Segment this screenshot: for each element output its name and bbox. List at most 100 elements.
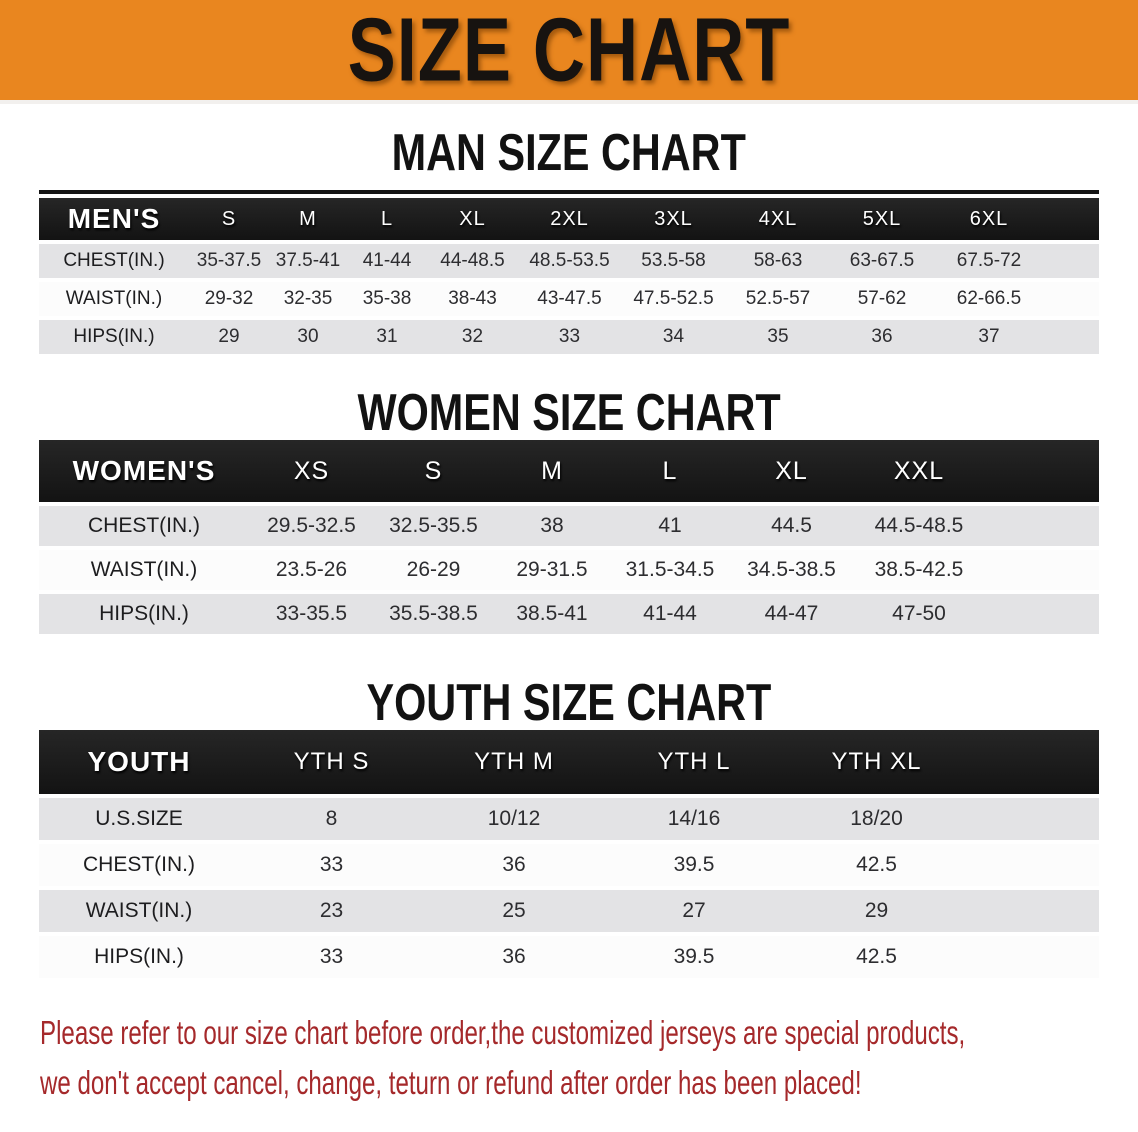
women-data-row-0: CHEST(IN.) 29.5-32.5 32.5-35.5 38 41 44.5 44.5… — [39, 506, 1099, 546]
men-size-header-1: M — [269, 198, 347, 240]
women-cell-0-3: 41 — [611, 506, 729, 546]
women-cell-2-3: 41-44 — [611, 594, 729, 634]
youth-cell-1-2: 39.5 — [604, 844, 784, 886]
women-cell-0-0: 29.5-32.5 — [249, 506, 374, 546]
youth-cell-2-0: 23 — [239, 890, 424, 932]
youth-cell-3-0: 33 — [239, 936, 424, 978]
women-cell-1-3: 31.5-34.5 — [611, 550, 729, 590]
youth-cell-1-0: 33 — [239, 844, 424, 886]
youth-size-table: YOUTH YTH S YTH M YTH L YTH XL U.S.SIZE 8 10/1… — [39, 726, 1099, 982]
youth-data-row-3: HIPS(IN.) 33 36 39.5 42.5 — [39, 936, 1099, 978]
men-row-pad-1 — [1044, 282, 1099, 316]
men-cell-1-0: 29-32 — [189, 282, 269, 316]
youth-row-pad-3 — [969, 936, 1099, 978]
men-cell-2-1: 30 — [269, 320, 347, 354]
men-cell-2-0: 29 — [189, 320, 269, 354]
youth-cell-1-1: 36 — [424, 844, 604, 886]
women-section-heading: WOMEN SIZE CHART — [0, 385, 1138, 439]
women-size-header-3: L — [611, 440, 729, 502]
women-corner-label: WOMEN'S — [39, 440, 249, 502]
youth-row-label-0: U.S.SIZE — [39, 798, 239, 840]
youth-size-header-0: YTH S — [239, 730, 424, 794]
disclaimer: Please refer to our size chart before or… — [40, 1008, 1138, 1108]
youth-size-header-3: YTH XL — [784, 730, 969, 794]
youth-cell-0-1: 10/12 — [424, 798, 604, 840]
women-cell-2-4: 44-47 — [729, 594, 854, 634]
youth-row-pad-0 — [969, 798, 1099, 840]
men-cell-0-8: 67.5-72 — [934, 244, 1044, 278]
youth-cell-3-3: 42.5 — [784, 936, 969, 978]
men-row-pad-2 — [1044, 320, 1099, 354]
men-table-top-rule — [39, 190, 1099, 194]
men-cell-1-8: 62-66.5 — [934, 282, 1044, 316]
men-cell-1-6: 52.5-57 — [726, 282, 830, 316]
youth-row-label-2: WAIST(IN.) — [39, 890, 239, 932]
men-cell-0-0: 35-37.5 — [189, 244, 269, 278]
men-size-header-5: 3XL — [621, 198, 726, 240]
men-cell-2-5: 34 — [621, 320, 726, 354]
youth-cell-3-2: 39.5 — [604, 936, 784, 978]
man-section-heading-text: MAN SIZE CHART — [391, 122, 747, 182]
men-row-pad-0 — [1044, 244, 1099, 278]
men-cell-0-6: 58-63 — [726, 244, 830, 278]
men-size-table: MEN'S S M L XL 2XL 3XL 4XL 5XL 6XL CHEST(IN.) 35-3… — [39, 194, 1099, 358]
men-cell-2-6: 35 — [726, 320, 830, 354]
women-cell-1-5: 38.5-42.5 — [854, 550, 984, 590]
women-row-label-1: WAIST(IN.) — [39, 550, 249, 590]
youth-cell-1-3: 42.5 — [784, 844, 969, 886]
men-cell-0-4: 48.5-53.5 — [518, 244, 621, 278]
men-cell-2-3: 32 — [427, 320, 518, 354]
men-size-header-7: 5XL — [830, 198, 934, 240]
youth-row-label-1: CHEST(IN.) — [39, 844, 239, 886]
youth-header-row: YOUTH YTH S YTH M YTH L YTH XL — [39, 730, 1099, 794]
youth-cell-0-0: 8 — [239, 798, 424, 840]
women-cell-1-1: 26-29 — [374, 550, 493, 590]
men-data-row-1: WAIST(IN.) 29-32 32-35 35-38 38-43 43-47.5 47.… — [39, 282, 1099, 316]
women-row-pad-2 — [984, 594, 1099, 634]
men-cell-0-7: 63-67.5 — [830, 244, 934, 278]
women-size-header-5: XXL — [854, 440, 984, 502]
youth-row-pad-1 — [969, 844, 1099, 886]
disclaimer-line-2: we don't accept cancel, change, teturn o… — [40, 1064, 862, 1101]
men-row-label-2: HIPS(IN.) — [39, 320, 189, 354]
men-cell-2-4: 33 — [518, 320, 621, 354]
men-cell-1-4: 43-47.5 — [518, 282, 621, 316]
youth-cell-0-3: 18/20 — [784, 798, 969, 840]
men-cell-1-5: 47.5-52.5 — [621, 282, 726, 316]
women-row-label-2: HIPS(IN.) — [39, 594, 249, 634]
men-size-header-3: XL — [427, 198, 518, 240]
women-header-pad — [984, 440, 1099, 502]
men-data-row-2: HIPS(IN.) 29 30 31 32 33 34 35 36 37 — [39, 320, 1099, 354]
youth-row-label-3: HIPS(IN.) — [39, 936, 239, 978]
women-size-header-2: M — [493, 440, 611, 502]
men-size-header-4: 2XL — [518, 198, 621, 240]
women-cell-0-5: 44.5-48.5 — [854, 506, 984, 546]
women-header-row: WOMEN'S XS S M L XL XXL — [39, 440, 1099, 502]
youth-data-row-1: CHEST(IN.) 33 36 39.5 42.5 — [39, 844, 1099, 886]
women-cell-2-2: 38.5-41 — [493, 594, 611, 634]
men-cell-1-1: 32-35 — [269, 282, 347, 316]
youth-data-row-2: WAIST(IN.) 23 25 27 29 — [39, 890, 1099, 932]
men-cell-0-2: 41-44 — [347, 244, 427, 278]
youth-data-row-0: U.S.SIZE 8 10/12 14/16 18/20 — [39, 798, 1099, 840]
men-cell-1-3: 38-43 — [427, 282, 518, 316]
women-size-header-0: XS — [249, 440, 374, 502]
man-section-heading: MAN SIZE CHART — [0, 122, 1138, 182]
men-cell-2-8: 37 — [934, 320, 1044, 354]
men-row-label-1: WAIST(IN.) — [39, 282, 189, 316]
youth-section-heading-text: YOUTH SIZE CHART — [366, 672, 772, 732]
women-size-header-1: S — [374, 440, 493, 502]
youth-section-heading: YOUTH SIZE CHART — [0, 672, 1138, 732]
banner: SIZE CHART — [0, 0, 1138, 104]
men-header-pad — [1044, 198, 1099, 240]
men-cell-0-1: 37.5-41 — [269, 244, 347, 278]
banner-title: SIZE CHART — [347, 0, 791, 101]
women-cell-1-4: 34.5-38.5 — [729, 550, 854, 590]
youth-size-header-1: YTH M — [424, 730, 604, 794]
women-data-row-1: WAIST(IN.) 23.5-26 26-29 29-31.5 31.5-34.5 34… — [39, 550, 1099, 590]
youth-cell-2-1: 25 — [424, 890, 604, 932]
men-cell-2-2: 31 — [347, 320, 427, 354]
men-header-row: MEN'S S M L XL 2XL 3XL 4XL 5XL 6XL — [39, 198, 1099, 240]
women-cell-2-0: 33-35.5 — [249, 594, 374, 634]
women-cell-1-2: 29-31.5 — [493, 550, 611, 590]
